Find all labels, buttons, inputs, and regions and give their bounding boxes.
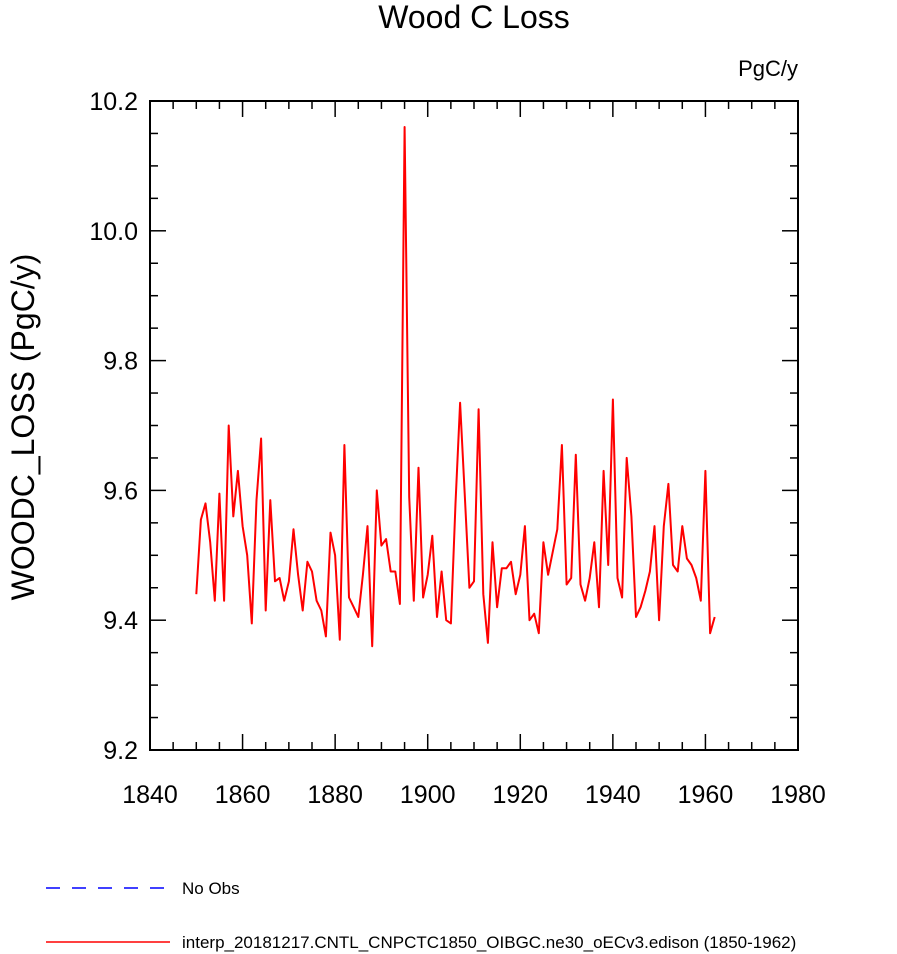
legend-label-model-run: interp_20181217.CNTL_CNPCTC1850_OIBGC.ne… <box>182 933 796 952</box>
legend: No Obs interp_20181217.CNTL_CNPCTC1850_O… <box>46 879 796 952</box>
x-tick-label: 1840 <box>122 781 178 809</box>
y-tick-label: 9.2 <box>103 737 138 765</box>
x-tick-label: 1940 <box>585 781 641 809</box>
x-tick-label: 1920 <box>492 781 548 809</box>
legend-label-no-obs: No Obs <box>182 879 240 898</box>
y-tick-label: 9.8 <box>103 348 138 376</box>
x-tick-label: 1960 <box>678 781 734 809</box>
x-tick-label: 1860 <box>215 781 271 809</box>
units-label: PgC/y <box>738 56 798 81</box>
x-tick-label: 1980 <box>770 781 826 809</box>
series-line-0 <box>195 126 716 648</box>
y-tick-label: 10.0 <box>89 218 138 246</box>
y-tick-label: 10.2 <box>89 88 138 116</box>
chart-title: Wood C Loss <box>378 0 570 35</box>
axis-tick-labels: 1840 1860 1880 1900 1920 1940 1960 1980 9.2 9.4 9.… <box>89 88 825 809</box>
plot-frame <box>149 100 799 751</box>
axis-ticks <box>149 100 799 751</box>
x-tick-label: 1880 <box>307 781 363 809</box>
plot-series-layer <box>195 126 716 648</box>
y-axis-label: WOODC_LOSS (PgC/y) <box>5 254 41 601</box>
y-tick-label: 9.4 <box>103 607 138 635</box>
x-tick-label: 1900 <box>400 781 456 809</box>
y-tick-label: 9.6 <box>103 477 138 505</box>
